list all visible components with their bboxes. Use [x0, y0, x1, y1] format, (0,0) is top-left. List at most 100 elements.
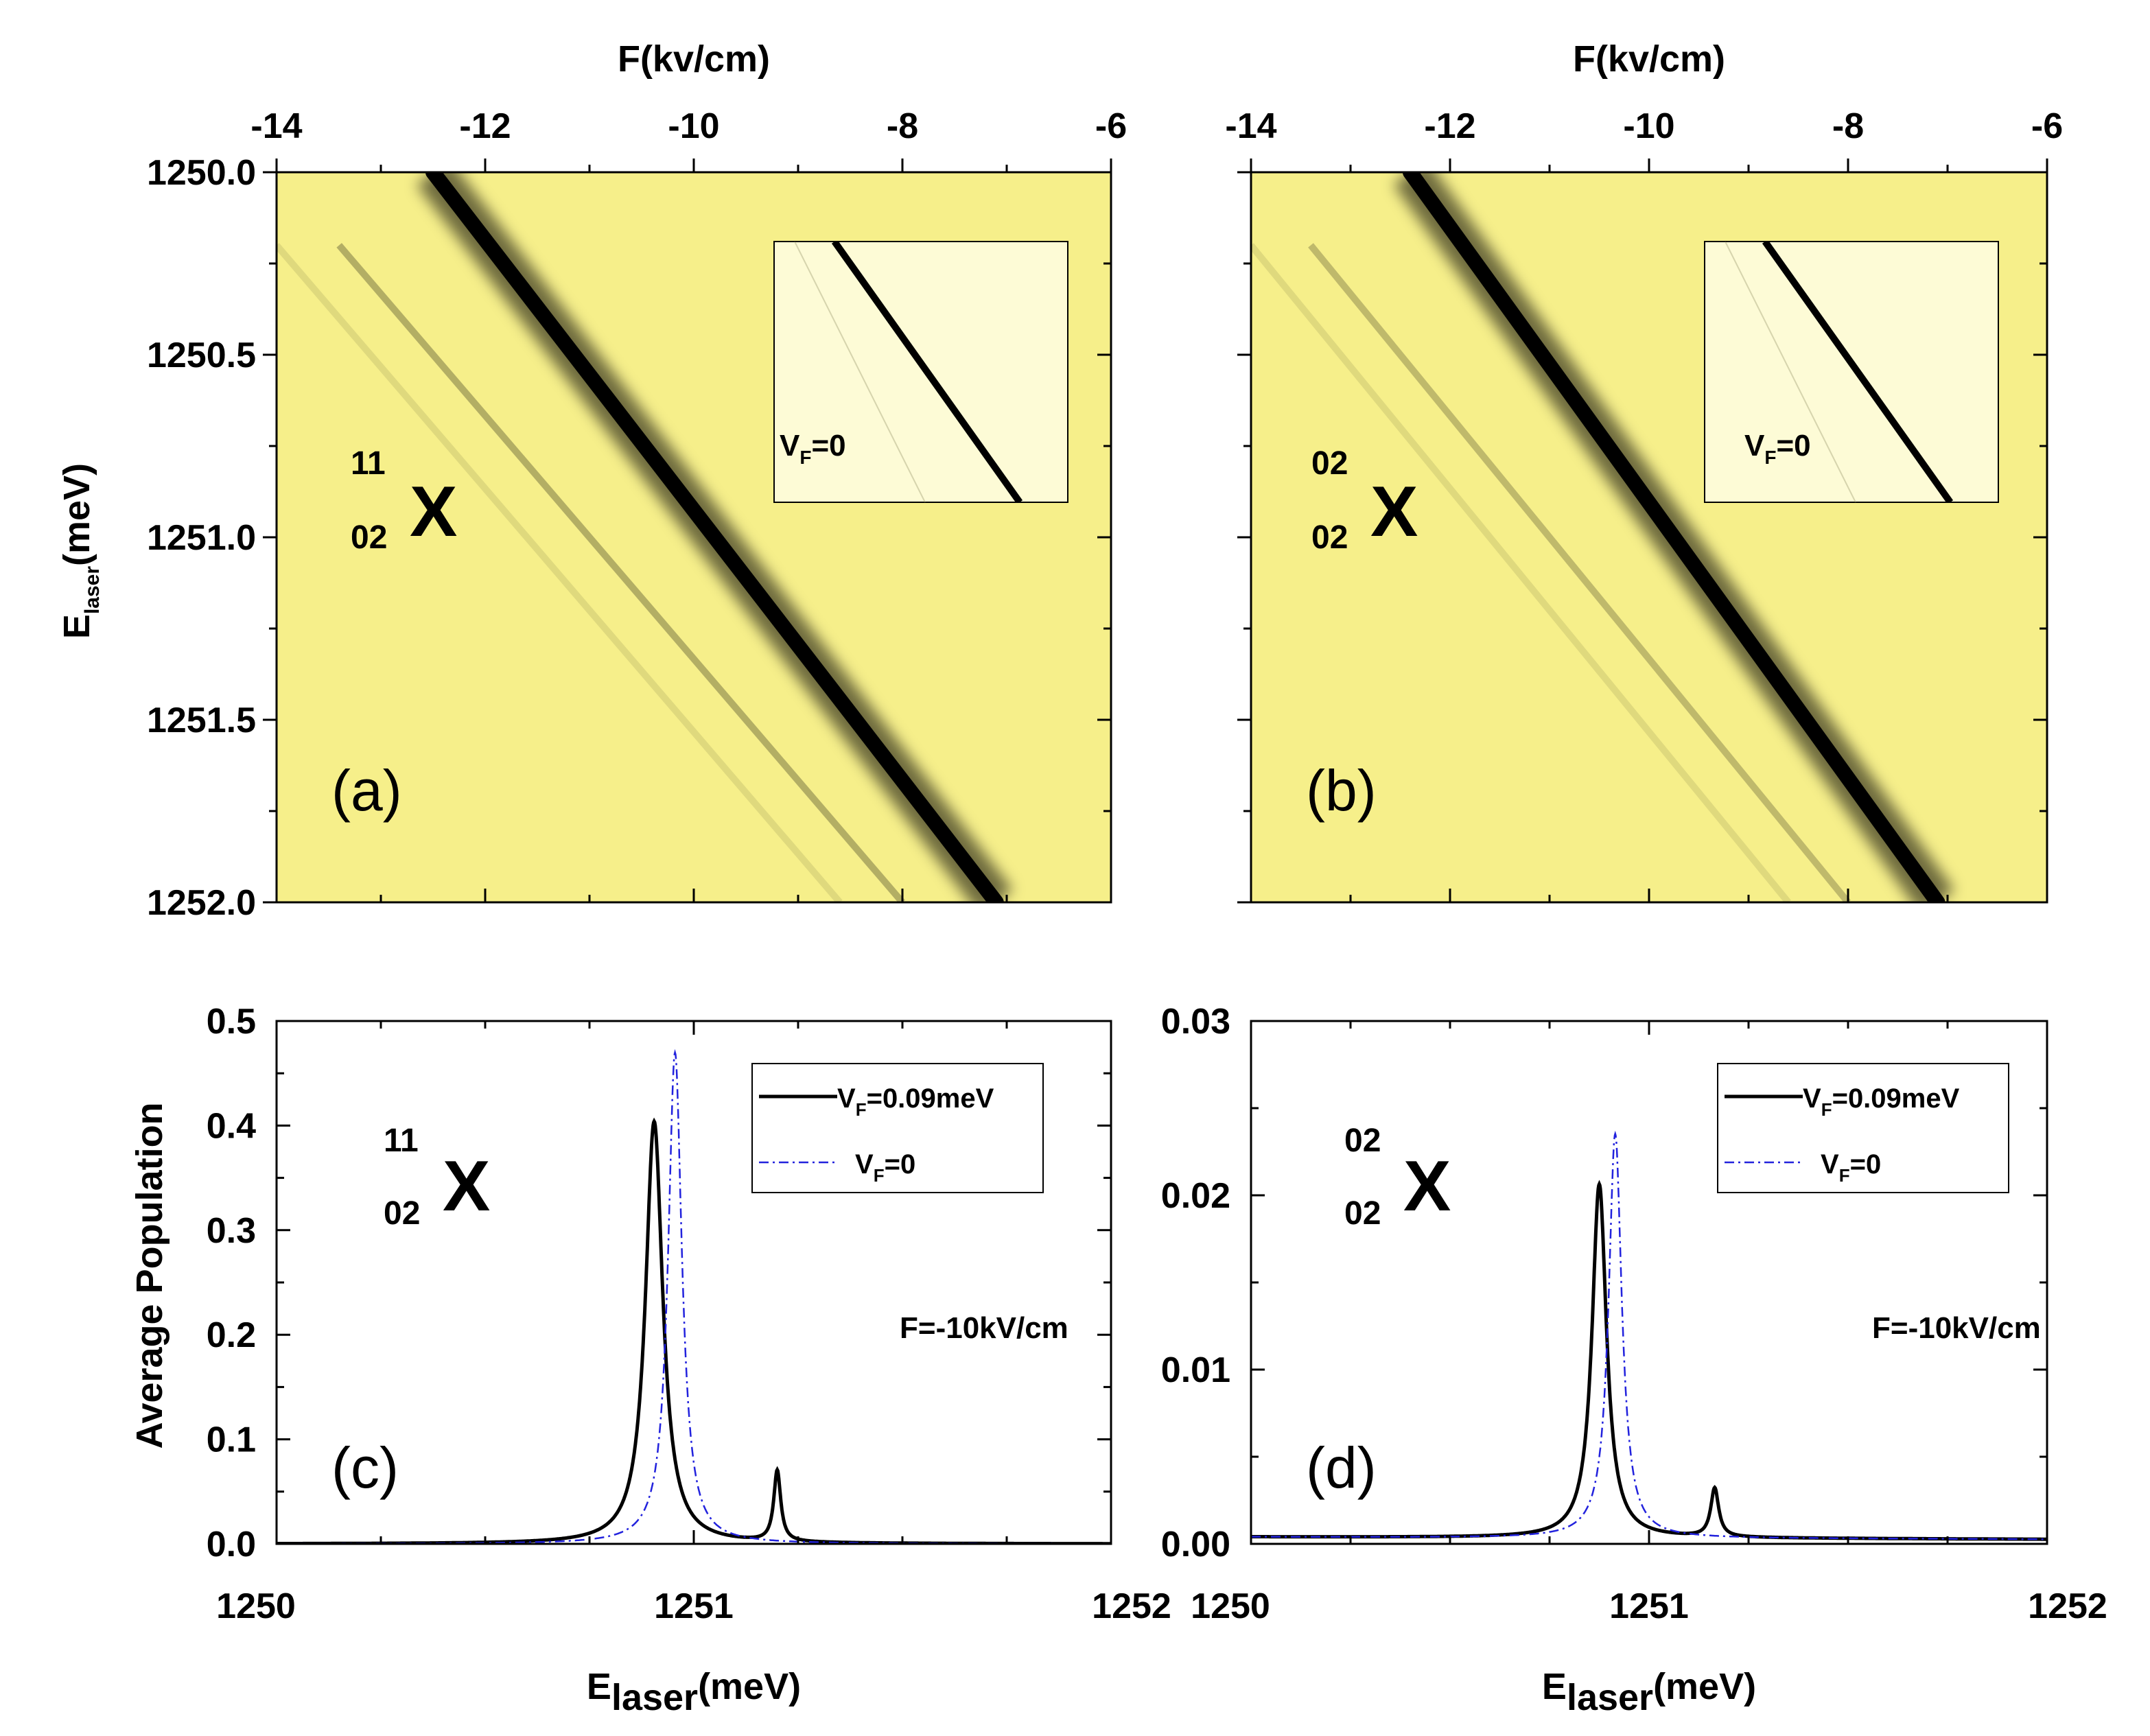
legend-label: VF=0.09meV [1803, 1083, 1960, 1120]
legend-frame [751, 1063, 1044, 1193]
y-tick-label: 1251.5 [147, 701, 256, 740]
legend-label: VF=0 [1821, 1149, 1881, 1186]
inset-faint-line [794, 242, 926, 502]
x-tick-label: -6 [2031, 106, 2063, 146]
species-base: X [410, 472, 457, 552]
inset-label-main: V [1744, 429, 1765, 462]
legend-label-main: V [1803, 1083, 1821, 1114]
y-axis: 1250.0 1250.5 1251.0 1251.5 1252.0 Elaser(meV… [56, 153, 1111, 923]
species-superscript: 11 [384, 1123, 419, 1159]
legend-label-sub: F [856, 1099, 867, 1120]
legend-label: VF=0 [855, 1149, 915, 1186]
x-tick-label: -14 [250, 106, 302, 146]
inset-label: VF=0 [1744, 429, 1811, 468]
species-subscript: 02 [351, 519, 387, 556]
resonance-main [425, 172, 1004, 902]
inset: VF=0 [773, 241, 1068, 503]
y-tick-label: 1250.0 [147, 153, 256, 193]
resonance-weak [336, 243, 905, 902]
inset-resonance [1762, 242, 1954, 502]
x-tick-label: -6 [1095, 106, 1127, 146]
resonance-lines [277, 172, 1013, 902]
x-axis-top: -14 -12 -10 -8 -6 F(kv/cm) [250, 38, 1127, 902]
inset-frame [1704, 241, 1999, 503]
x-tick-label: -8 [1832, 106, 1864, 146]
panel-b: VF=0 -14 -12 -10 -8 -6 F(kv/cm) 02 02 X (b) [1225, 38, 2063, 904]
y-axis-title-tail: (meV) [56, 463, 97, 566]
y-tick-label: 0.02 [1161, 1176, 1230, 1216]
legend-label: VF=0.09meV [837, 1083, 994, 1120]
x-tick-label: -8 [887, 106, 918, 146]
x-axis-title-main: E [587, 1666, 611, 1707]
x-axis-title: F(kv/cm) [618, 38, 770, 80]
y-tick-label: 1250.5 [147, 336, 256, 375]
x-axis-title: Elaser(meV) [587, 1666, 801, 1718]
species-base: X [1403, 1147, 1451, 1226]
legend-label-tail: =0.09meV [1832, 1083, 1960, 1114]
panel-tag: (d) [1306, 1435, 1377, 1500]
inset-label-sub: F [1764, 447, 1776, 468]
legend-label-tail: =0 [885, 1149, 916, 1180]
y-tick-label: 0.2 [207, 1315, 256, 1355]
legend-label-main: V [1821, 1149, 1839, 1180]
x-axis: 1250 1251 1252 Elaser(meV) [1191, 1021, 2107, 1718]
y-tick-label: 0.0 [207, 1525, 256, 1564]
inset-lines [794, 242, 1023, 502]
x-axis-title-tail: (meV) [1653, 1666, 1756, 1707]
panel-a: VF=0 -14 -12 -10 -8 -6 F(kv/cm) 1250.0 1250.5 125… [56, 38, 1127, 923]
y-tick-label: 0.00 [1161, 1525, 1230, 1564]
y-tick-label: 0.1 [207, 1420, 256, 1460]
legend-frame [1717, 1063, 2009, 1193]
x-axis-title-sub: laser [611, 1677, 698, 1718]
legend-label-sub: F [1839, 1165, 1850, 1186]
x-axis: 1250 1251 1252 Elaser(meV) [216, 1021, 1171, 1718]
legend-label-main: V [855, 1149, 874, 1180]
y-tick-label: 0.4 [207, 1106, 256, 1146]
x-tick-label: 1250 [1191, 1586, 1270, 1626]
inset-label-main: V [780, 429, 800, 462]
x-axis-title-main: E [1542, 1666, 1567, 1707]
x-axis-title-tail: (meV) [698, 1666, 801, 1707]
inset: VF=0 [1704, 241, 1999, 503]
x-tick-label: -10 [668, 106, 719, 146]
x-tick-label: -12 [1424, 106, 1475, 146]
panel-tag: (b) [1306, 758, 1377, 823]
resonance-lines [1251, 172, 1954, 902]
species-label: 02 02 X [1311, 445, 1418, 556]
species-superscript: 02 [1311, 445, 1348, 482]
panel-d: 1250 1251 1252 Elaser(meV) 0.00 0.01 0.02 0.03 V… [1161, 1002, 2107, 1718]
panel-c: 1250 1251 1252Elaser(meV)0.00.10.20.30.40.… [129, 1002, 1171, 1718]
x-axis-title-sub: laser [1567, 1677, 1653, 1718]
legend-label-sub: F [874, 1165, 885, 1186]
y-axis-title-main: E [56, 614, 97, 639]
resonance-faint [277, 243, 843, 902]
legend-label-tail: =0.09meV [867, 1083, 994, 1114]
resonance-weak [1308, 243, 1851, 902]
y-axis-title: Average Population [129, 1102, 170, 1448]
y-axis: 0.00 0.01 0.02 0.03 [1161, 1002, 2047, 1564]
x-tick-label: 1252 [1092, 1586, 1171, 1626]
y-axis-title-sub: laser [81, 566, 104, 614]
legend-label-sub: F [1821, 1099, 1832, 1120]
y-axis-title: Elaser(meV) [56, 463, 104, 639]
species-base: X [443, 1147, 490, 1226]
panel-tag: (a) [331, 758, 402, 823]
x-tick-label: 1251 [1609, 1586, 1689, 1626]
species-superscript: 02 [1344, 1123, 1381, 1159]
resonance-main [1403, 172, 1945, 902]
field-annotation: F=-10kV/cm [1872, 1311, 2041, 1345]
species-label: 11 02 X [384, 1123, 490, 1232]
y-axis: 0.0 0.1 0.2 0.3 0.4 0.5 Average Population [129, 1002, 1111, 1564]
curves [1251, 1130, 2047, 1541]
y-tick-label: 0.5 [207, 1002, 256, 1042]
species-label: 11 02 X [351, 445, 457, 556]
y-tick-label: 1251.0 [147, 518, 256, 558]
x-tick-label: -12 [459, 106, 511, 146]
series-vf-0 [1251, 1130, 2047, 1540]
resonance-faint [1251, 243, 1791, 902]
inset-resonance [831, 242, 1023, 502]
y-tick-label: 0.01 [1161, 1350, 1230, 1390]
field-annotation: F=-10kV/cm [900, 1311, 1068, 1345]
legend-label-tail: =0 [1850, 1149, 1882, 1180]
